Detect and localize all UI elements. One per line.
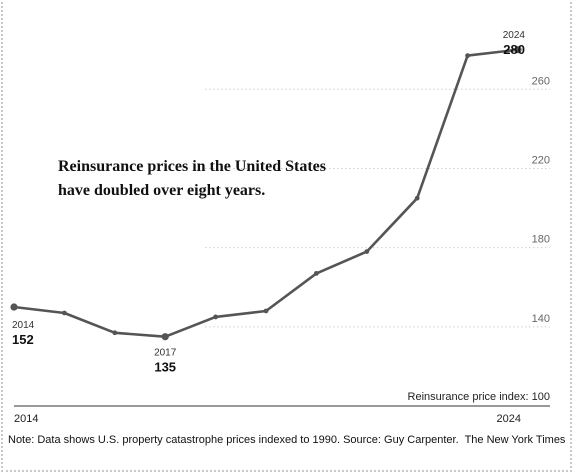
data-point — [62, 310, 67, 316]
chart-annotation: Reinsurance prices in the United States … — [58, 158, 326, 199]
callout-marker — [514, 46, 522, 54]
data-point — [465, 53, 470, 59]
note-text: Note: Data shows U.S. property catastrop… — [8, 434, 459, 446]
y-tick-label: 220 — [532, 154, 550, 166]
data-point — [314, 270, 319, 276]
y-tick-label: 140 — [532, 313, 550, 325]
x-tick-label: 2014 — [14, 413, 38, 425]
data-point — [414, 195, 420, 201]
data-point — [112, 330, 118, 336]
callout-value: 280 — [503, 42, 525, 57]
y-tick-label: 260 — [532, 75, 550, 87]
baseline-label: Reinsurance price index: 100 — [408, 391, 550, 403]
data-point — [263, 308, 269, 314]
data-point — [213, 314, 219, 320]
chart-footnote: Note: Data shows U.S. property catastrop… — [8, 432, 568, 448]
callout-marker — [161, 333, 169, 341]
x-tick-label: 2024 — [497, 413, 521, 425]
callout-year: 2017 — [154, 348, 177, 359]
callout-value: 135 — [154, 360, 176, 375]
y-tick-label: 180 — [532, 234, 550, 246]
data-point — [364, 249, 370, 255]
callout-year: 2014 — [12, 320, 35, 331]
credit-text: The New York Times — [464, 434, 566, 446]
callout-marker — [10, 303, 18, 311]
callout-value: 152 — [12, 332, 34, 347]
callout-year: 2024 — [503, 30, 526, 41]
